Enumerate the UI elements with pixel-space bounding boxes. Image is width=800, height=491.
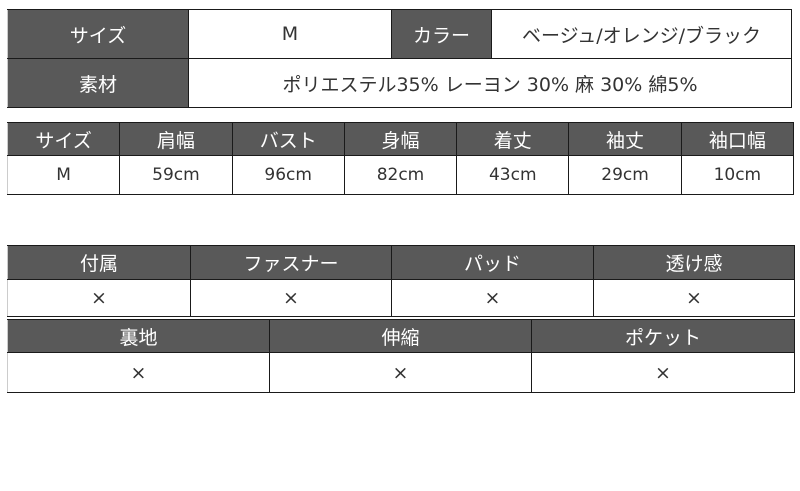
header-pad: パッド bbox=[391, 245, 594, 280]
header-cuff: 袖口幅 bbox=[680, 122, 795, 156]
size-label: サイズ bbox=[7, 9, 189, 59]
header-lining: 裏地 bbox=[7, 319, 270, 353]
value-sleeve: 29cm bbox=[568, 155, 682, 195]
value-bust: 96cm bbox=[231, 155, 345, 195]
features-table-1: 付属 ファスナー パッド 透け感 × × × × bbox=[7, 245, 795, 317]
value-accessories: × bbox=[7, 279, 191, 317]
value-zipper: × bbox=[190, 279, 392, 317]
measurements-value-row: M 59cm 96cm 82cm 43cm 29cm 10cm bbox=[6, 155, 795, 195]
material-row: 素材 ポリエステル35% レーヨン 30% 麻 30% 綿5% bbox=[7, 58, 792, 108]
value-sheerness: × bbox=[593, 279, 795, 317]
value-length: 43cm bbox=[456, 155, 570, 195]
value-lining: × bbox=[7, 352, 270, 393]
size-value: M bbox=[188, 9, 392, 59]
measurements-header-row: サイズ 肩幅 バスト 身幅 着丈 袖丈 袖口幅 bbox=[6, 122, 795, 156]
value-body-width: 82cm bbox=[343, 155, 458, 195]
features2-value-row: × × × bbox=[7, 352, 795, 393]
header-sleeve: 袖丈 bbox=[568, 122, 682, 156]
value-cuff: 10cm bbox=[680, 155, 795, 195]
features1-header-row: 付属 ファスナー パッド 透け感 bbox=[7, 245, 795, 280]
features2-header-row: 裏地 伸縮 ポケット bbox=[7, 319, 795, 353]
value-shoulder: 59cm bbox=[119, 155, 233, 195]
summary-table: サイズ M カラー ベージュ/オレンジ/ブラック 素材 ポリエステル35% レー… bbox=[7, 9, 792, 108]
value-pocket: × bbox=[531, 352, 795, 393]
header-stretch: 伸縮 bbox=[269, 319, 532, 353]
header-pocket: ポケット bbox=[531, 319, 795, 353]
value-size: M bbox=[6, 155, 121, 195]
header-size: サイズ bbox=[6, 122, 121, 156]
features1-value-row: × × × × bbox=[7, 279, 795, 317]
header-bust: バスト bbox=[231, 122, 345, 156]
header-accessories: 付属 bbox=[7, 245, 191, 280]
header-shoulder: 肩幅 bbox=[119, 122, 233, 156]
material-value: ポリエステル35% レーヨン 30% 麻 30% 綿5% bbox=[188, 58, 792, 108]
features-table-2: 裏地 伸縮 ポケット × × × bbox=[7, 319, 795, 393]
measurements-table: サイズ 肩幅 バスト 身幅 着丈 袖丈 袖口幅 M 59cm 96cm 82cm… bbox=[6, 122, 795, 195]
value-stretch: × bbox=[269, 352, 532, 393]
header-zipper: ファスナー bbox=[190, 245, 392, 280]
header-body-width: 身幅 bbox=[343, 122, 458, 156]
header-sheerness: 透け感 bbox=[593, 245, 795, 280]
color-label: カラー bbox=[391, 9, 492, 59]
size-color-row: サイズ M カラー ベージュ/オレンジ/ブラック bbox=[7, 9, 792, 59]
color-value: ベージュ/オレンジ/ブラック bbox=[491, 9, 792, 59]
header-length: 着丈 bbox=[456, 122, 570, 156]
material-label: 素材 bbox=[7, 58, 189, 108]
value-pad: × bbox=[391, 279, 594, 317]
